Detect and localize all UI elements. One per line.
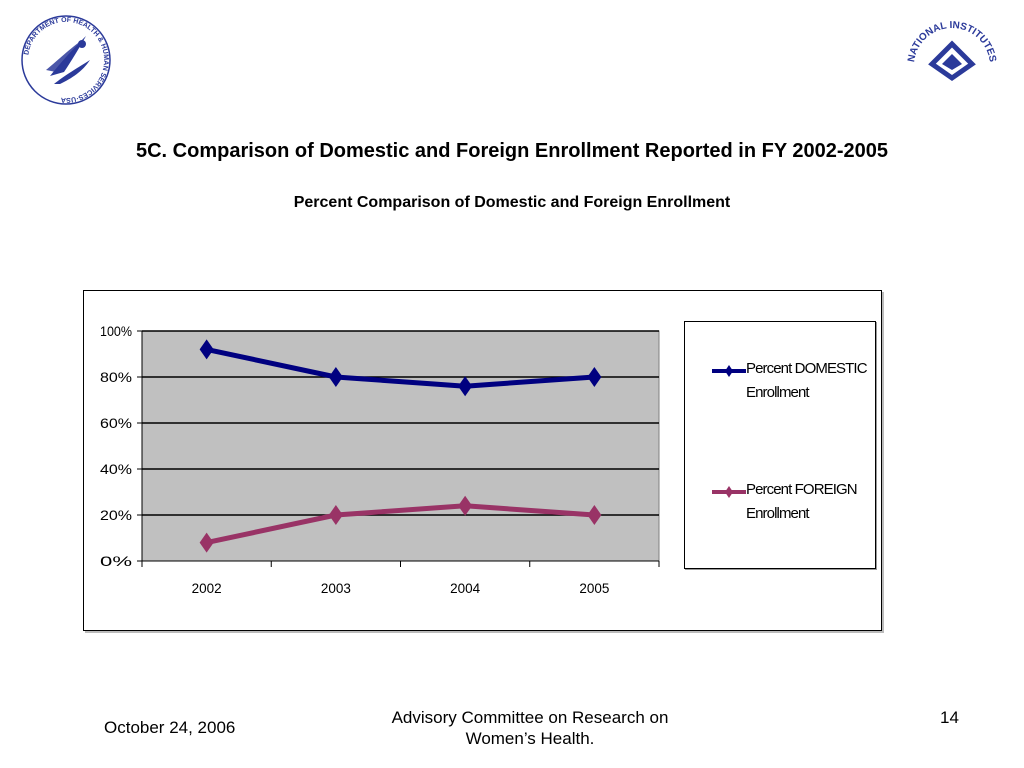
nih-seal-logo: NATIONAL INSTITUTES OF HEALTH	[900, 14, 998, 82]
series-line-1	[206, 503, 595, 546]
chart-legend: Percent DOMESTIC Enrollment Percent FORE…	[684, 321, 876, 569]
footer-committee-line1: Advisory Committee on Research on	[391, 708, 669, 727]
y-tick-label: 0%	[100, 553, 132, 569]
footer-committee-line2: Women’s Health.	[465, 729, 595, 748]
y-tick-label: 80%	[100, 369, 132, 385]
footer-date: October 24, 2006	[104, 718, 236, 737]
x-tick-label: 2003	[321, 580, 351, 596]
legend-swatch-domestic	[712, 365, 746, 377]
chart-frame: 0% 20% 40% 60% 80% 100% 2002 2003 2004 2005 Perce…	[83, 290, 882, 631]
x-tick-label: 2004	[450, 580, 480, 596]
plot-area	[141, 330, 660, 562]
chart-subtitle: Percent Comparison of Domestic and Forei…	[293, 194, 731, 211]
footer-committee: Advisory Committee on Research on Women’…	[330, 707, 730, 749]
legend-label-domestic: Percent DOMESTIC Enrollment	[746, 360, 868, 401]
legend-swatch-foreign	[712, 486, 746, 498]
series-1-point	[587, 505, 602, 525]
series-1-point	[458, 495, 473, 516]
eagle-icon	[46, 36, 90, 84]
legend-label-foreign: Percent FOREIGN Enrollment	[746, 481, 858, 522]
page-number: 14	[940, 708, 959, 727]
series-0-point	[458, 376, 473, 397]
series-1-point	[328, 505, 343, 525]
series-0-point	[328, 367, 343, 387]
series-1-point	[199, 532, 214, 553]
x-tick-label: 2002	[192, 580, 222, 596]
line-chart: 0% 20% 40% 60% 80% 100% 2002 2003 2004 2005	[100, 323, 660, 596]
y-tick-label: 60%	[100, 415, 132, 431]
nih-building-icon	[928, 40, 976, 82]
y-tick-label: 100%	[100, 323, 132, 339]
y-tick-label: 20%	[100, 507, 132, 523]
series-0-point	[199, 339, 214, 360]
hhs-seal-logo: DEPARTMENT OF HEALTH & HUMAN SERVICES·US…	[21, 15, 111, 105]
legend-item-foreign: Percent FOREIGN Enrollment	[685, 481, 875, 535]
y-tick-label: 40%	[100, 461, 132, 477]
x-tick-label: 2005	[579, 580, 609, 596]
series-0-point	[587, 367, 602, 387]
page-title: 5C. Comparison of Domestic and Foreign E…	[135, 140, 888, 162]
series-line-0	[206, 346, 595, 389]
legend-item-domestic: Percent DOMESTIC Enrollment	[685, 360, 875, 414]
